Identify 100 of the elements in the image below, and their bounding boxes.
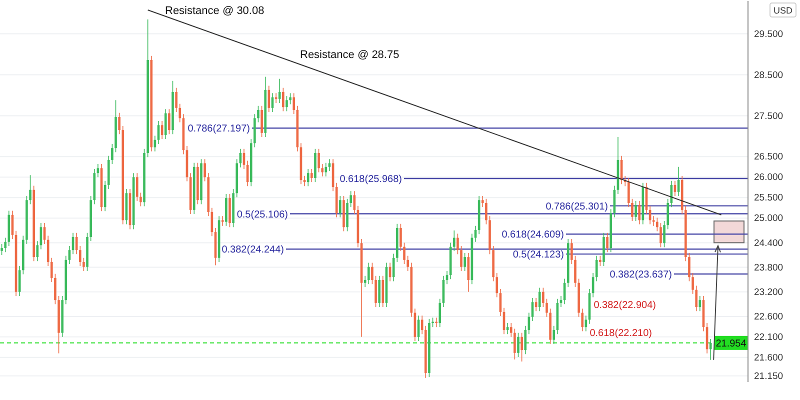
candlestick (606, 232, 608, 253)
candlestick (278, 78, 281, 104)
y-tick-label: 29.500 (754, 28, 784, 40)
candlestick (709, 338, 712, 360)
ref-line-label: 0.786(25.301) (546, 201, 608, 212)
candlestick (286, 96, 288, 112)
candlestick (660, 222, 662, 248)
candlestick (666, 198, 670, 230)
candlestick (310, 168, 313, 182)
candlestick (306, 168, 310, 187)
candlestick (574, 255, 576, 288)
y-tick-label: 22.600 (754, 311, 784, 322)
candlestick (378, 275, 380, 308)
candlestick (168, 108, 170, 135)
candlestick (496, 272, 498, 298)
candlestick (552, 325, 556, 344)
annotation: Resistance @ 30.08 (165, 5, 264, 17)
candlestick (339, 196, 342, 218)
candlestick (350, 190, 352, 208)
candlestick (485, 198, 488, 225)
candlestick (638, 200, 641, 225)
annotation: 0.618(22.210) (590, 328, 652, 339)
candlestick (467, 252, 470, 292)
candlestick (36, 240, 39, 262)
candlestick (432, 317, 434, 328)
candlestick (688, 252, 690, 282)
candlestick (260, 105, 263, 138)
ref-line-label: 0.382(24.244) (222, 244, 284, 256)
candlestick (510, 322, 512, 338)
candlestick (460, 246, 462, 272)
candlestick (581, 308, 584, 332)
y-tick-label: 28.500 (754, 70, 784, 81)
y-tick-label: 27.500 (754, 110, 784, 122)
ref-line-label: 0.786(27.197) (188, 124, 250, 135)
y-tick-label: 25.500 (754, 192, 784, 204)
y-tick-label: 26.000 (754, 172, 784, 184)
candlestick (452, 230, 456, 252)
candlestick (118, 112, 120, 135)
y-tick-label: 21.150 (754, 370, 784, 382)
candlestick (178, 103, 182, 123)
candlestick (652, 216, 655, 226)
candlestick (318, 148, 320, 173)
candlestick (282, 87, 284, 112)
candlestick (321, 164, 324, 177)
y-axis-title: USD (773, 6, 793, 16)
candlestick (406, 255, 409, 272)
y-tick-label: 21.600 (754, 352, 784, 364)
candlestick (164, 108, 167, 140)
candlestick (382, 275, 384, 308)
candlestick (546, 298, 548, 318)
candlestick (403, 242, 406, 264)
y-tick-label: 22.100 (754, 332, 784, 343)
candlestick (136, 172, 138, 202)
y-tick-label: 24.400 (754, 238, 784, 249)
candlestick (695, 285, 698, 312)
y-tick-label: 23.800 (754, 262, 784, 274)
candlestick (82, 257, 85, 272)
ref-line-label: 0.5(24.123) (512, 250, 564, 261)
candlestick (438, 298, 442, 328)
candlestick (538, 287, 541, 312)
candlestick (517, 332, 520, 358)
ref-line-label: 0.5(25.106) (236, 209, 288, 220)
ref-line-label: 0.618(24.609) (502, 230, 564, 241)
candlestick (520, 332, 523, 362)
candlestick (435, 317, 438, 328)
candlestick (175, 87, 178, 112)
candlestick (400, 223, 402, 252)
candlestick (663, 220, 666, 248)
annotation: Resistance @ 28.75 (300, 49, 400, 61)
candlestick (368, 262, 370, 284)
candlestick (599, 255, 602, 266)
candlestick (257, 105, 260, 123)
y-tick-label: 26.500 (754, 152, 784, 163)
candlestick (634, 200, 637, 222)
ref-line-label: 0.618(25.968) (340, 174, 402, 185)
candlestick (78, 246, 82, 266)
candlestick (631, 198, 634, 222)
annotation: 0.382(22.904) (594, 300, 656, 311)
candlestick (628, 178, 630, 208)
candlestick (328, 158, 331, 172)
candlestick (371, 262, 374, 284)
y-tick-label: 23.200 (754, 286, 784, 298)
candlestick (374, 275, 377, 308)
candlestick (570, 238, 573, 264)
candlestick (221, 216, 224, 226)
candlestick (514, 328, 516, 360)
candlestick (50, 257, 53, 282)
candlestick (656, 217, 658, 232)
candlestick (204, 158, 206, 182)
ref-line-label: 21.954 (716, 338, 747, 350)
candlestick (692, 272, 694, 294)
candlestick (595, 255, 598, 282)
ref-line-label: 0.382(23.637) (610, 269, 672, 280)
candlestick (292, 92, 296, 114)
candlestick (364, 275, 366, 288)
candlestick (225, 194, 228, 226)
candlestick (0, 244, 3, 256)
candlestick (542, 287, 544, 308)
candlestick (456, 233, 459, 255)
candlestick (111, 144, 114, 164)
